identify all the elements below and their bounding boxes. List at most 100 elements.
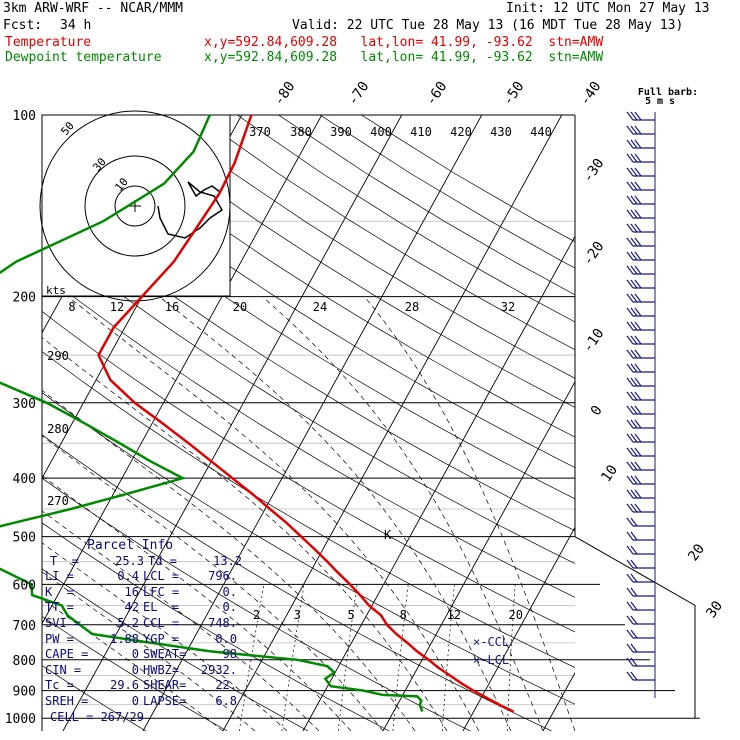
wind-barb-flag — [626, 517, 634, 527]
parcel-info-v1: 25.3 — [115, 553, 144, 568]
temperature-axis-label: -70 — [345, 79, 373, 109]
parcel-info-v2: 13.2 — [213, 553, 242, 568]
theta-label: 270 — [47, 494, 69, 508]
hodograph-axis-label: 28 — [405, 300, 419, 314]
wind-barb — [626, 265, 655, 275]
temperature-axis-label: 30 — [703, 598, 726, 621]
wind-barb — [626, 405, 655, 415]
plot-right-skew-edge — [574, 536, 696, 719]
theta-label: 290 — [47, 349, 69, 363]
wind-barb-flag — [634, 503, 642, 513]
parcel-info-v1: 5.2 — [117, 615, 139, 630]
wind-barb — [626, 419, 655, 429]
wind-barb — [626, 349, 655, 359]
wind-barb-flag — [634, 195, 642, 205]
parcel-info-v2: 796. — [208, 569, 237, 584]
parcel-info-v2: 6.8 — [215, 693, 237, 708]
wind-barb-flag — [634, 181, 642, 191]
dry-adiabat — [42, 310, 575, 633]
dry-adiabat — [278, 115, 575, 296]
temperature-location: x,y=592.84,609.28 lat,lon= 41.99, -93.62… — [204, 35, 604, 50]
wind-barb-flag — [626, 657, 634, 667]
wind-barb-flag — [626, 209, 634, 219]
wind-barb-flag — [630, 293, 638, 303]
mixing-ratio-label: 12 — [447, 608, 461, 622]
hodograph-axis-label: 8 — [68, 300, 75, 314]
wind-barb-flag — [626, 335, 634, 345]
dry-adiabat — [42, 616, 228, 731]
wind-barb — [626, 643, 655, 653]
pressure-label: 500 — [13, 531, 36, 546]
temperature-axis-label: -20 — [580, 239, 608, 269]
isotherm — [382, 380, 575, 731]
wind-barb — [626, 237, 655, 247]
parcel-info-row: LI = 0.4 LCL = 796. — [45, 569, 242, 585]
dry-adiabat — [42, 392, 575, 705]
wind-barb-flag — [634, 391, 642, 401]
temperature-axis-label: -10 — [580, 326, 608, 356]
parcel-info-row: PW = 1.88 YGP = 0.0 — [45, 632, 242, 648]
wind-barb — [626, 629, 655, 639]
wind-barb — [626, 363, 655, 373]
parcel-info-l1: SREH = — [45, 693, 89, 708]
parcel-info-v1: 0 — [131, 662, 139, 677]
wind-barb-flag — [630, 237, 638, 247]
moist-adiabat — [42, 389, 416, 731]
parcel-info-l2: YGP = — [143, 631, 180, 646]
temperature-axis-label: -40 — [577, 79, 605, 109]
hodograph-ring — [39, 110, 231, 302]
wind-barb-flag — [630, 405, 638, 415]
parcel-info-l1: CIN = — [45, 662, 82, 677]
parcel-info-row: SVI = 5.2 CCL = 748. — [45, 616, 242, 632]
wind-barb-flag — [630, 223, 638, 233]
wind-barb-flag — [634, 475, 642, 485]
wind-barb — [626, 307, 655, 317]
wind-barb-flag — [630, 615, 638, 625]
wind-barb — [626, 573, 655, 583]
wind-barb-flag — [634, 265, 642, 275]
dry-adiabat — [42, 568, 309, 731]
pressure-label: 800 — [13, 654, 36, 669]
parcel-info-v1: 16 — [124, 584, 139, 599]
wind-barb — [626, 251, 655, 261]
parcel-info-l1: TT = — [45, 600, 74, 615]
dry-adiabat — [42, 477, 471, 731]
wind-barb-flag — [630, 573, 638, 583]
wind-barb-flag — [626, 503, 634, 513]
theta-label: 390 — [330, 125, 352, 139]
isotherm — [42, 115, 323, 625]
wind-barb-flag — [626, 587, 634, 597]
parcel-info-v1: 0 — [131, 693, 139, 708]
init-time: Init: 12 UTC Mon 27 May 13 — [506, 1, 710, 16]
temperature-axis-label: 20 — [685, 541, 708, 564]
wind-barb-flag — [634, 433, 642, 443]
dry-adiabat — [112, 115, 575, 408]
wind-barb-flag — [626, 629, 634, 639]
wind-barb-flag — [634, 363, 642, 373]
wind-barb-flag — [626, 531, 634, 541]
wind-barb-flag — [630, 153, 638, 163]
sounding-lines — [0, 114, 515, 713]
wind-barb-flag — [626, 615, 634, 625]
theta-label: 420 — [450, 125, 472, 139]
wind-barb-flag — [630, 321, 638, 331]
mixing-ratio-line — [281, 584, 305, 731]
parcel-info-v1: 0 — [131, 647, 139, 662]
isotherm — [222, 115, 563, 731]
wind-barb-flag — [626, 307, 634, 317]
dry-adiabat — [319, 115, 575, 269]
wind-barb-flag — [626, 195, 634, 205]
parcel-info-cell: CELL = 267/29 — [50, 709, 144, 724]
dry-adiabat — [42, 233, 575, 564]
wind-barb-flag — [626, 265, 634, 275]
dry-adiabat — [361, 115, 575, 243]
wind-barb — [626, 125, 655, 135]
moist-adiabat — [42, 571, 256, 731]
pressure-label: 600 — [13, 578, 36, 593]
dry-adiabat — [42, 434, 552, 731]
hodograph-unit-label: kts — [46, 284, 66, 297]
wind-barb-flag — [630, 671, 638, 681]
parcel-info-v2: 748. — [208, 615, 237, 630]
